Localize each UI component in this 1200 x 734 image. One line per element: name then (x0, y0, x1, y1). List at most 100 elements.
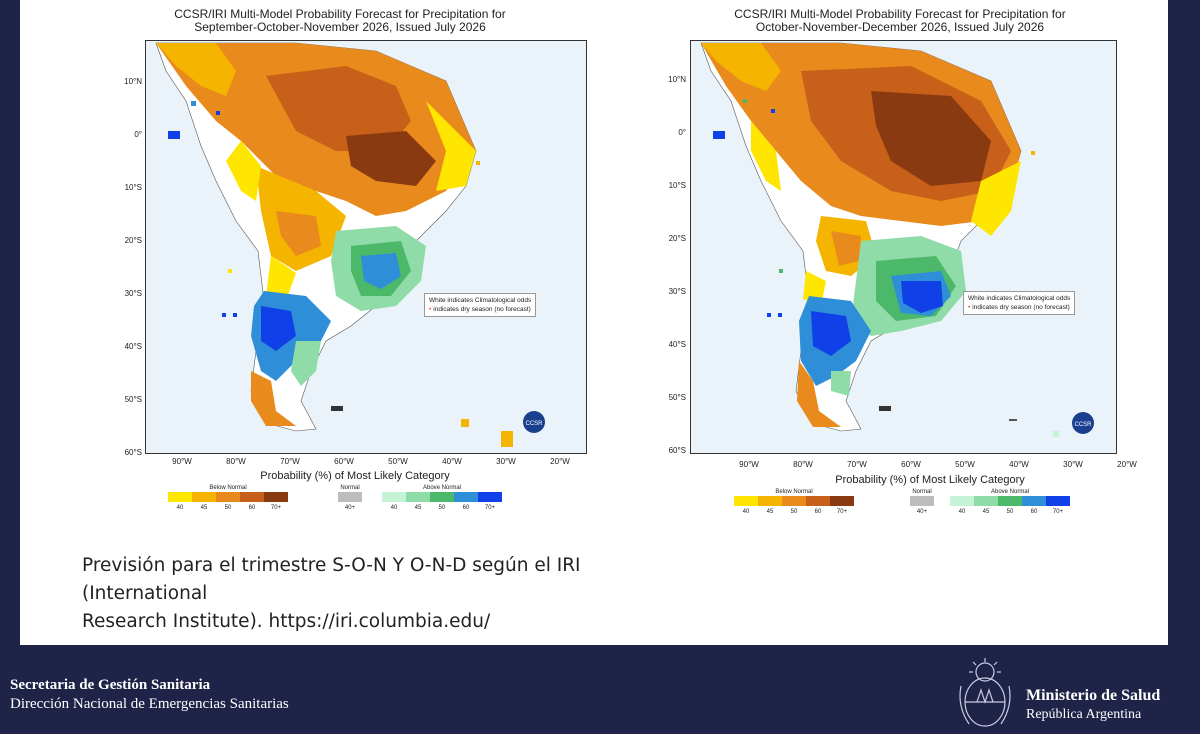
legend-tick: 50 (438, 505, 446, 511)
legend-tick: 60 (814, 509, 822, 515)
lat-label: 10°S (668, 181, 686, 190)
note-line2: indicates dry season (no forecast) (433, 306, 531, 313)
lon-label: 30°W (1063, 460, 1083, 469)
footer-left: Secretaria de Gestión Sanitaria Direcció… (10, 676, 289, 714)
logo-text: CCSR (525, 421, 543, 427)
legend-tick: 40 (958, 509, 966, 515)
legend-tick: 50 (1006, 509, 1014, 515)
forecast-map-ond: CCSR/IRI Multi-Model Probability Forecas… (660, 0, 1200, 530)
map-title: CCSR/IRI Multi-Model Probability Forecas… (670, 8, 1130, 34)
legend-normal: Normal 40+ (338, 485, 362, 511)
coat-of-arms-icon (959, 658, 1011, 727)
lon-label: 50°W (388, 457, 408, 466)
lat-label: 20°S (668, 234, 686, 243)
lat-label: 30°S (124, 289, 142, 298)
legend-swatch (1022, 496, 1046, 506)
map-title-line1: CCSR/IRI Multi-Model Probability Forecas… (734, 7, 1066, 21)
lon-label: 60°W (334, 457, 354, 466)
lat-label: 10°S (124, 183, 142, 192)
lat-label: 10°N (668, 75, 686, 84)
lat-label: 60°S (668, 446, 686, 455)
caption-line1: Previsión para el trimestre S-O-N Y O-N-… (82, 555, 581, 576)
legend-tick: 45 (982, 509, 990, 515)
lat-label: 40°S (124, 342, 142, 351)
lat-label: 50°S (124, 395, 142, 404)
legend-below-label: Below Normal (775, 489, 813, 495)
note-line1: White indicates Climatological odds (429, 297, 532, 304)
legend-swatch (454, 492, 478, 502)
legend-swatch (264, 492, 288, 502)
legend-below-normal: Below Normal 40 45 50 60 70+ (734, 489, 854, 515)
legend-swatch (240, 492, 264, 502)
legend-tick: 70+ (484, 505, 496, 511)
lon-label: 90°W (739, 460, 759, 469)
slide-caption: Previsión para el trimestre S-O-N Y O-N-… (82, 552, 642, 636)
legend-title: Probability (%) of Most Likely Category (260, 470, 450, 482)
legend-above-label: Above Normal (422, 485, 461, 491)
map-area: CCSR White indicates Climatological odds… (690, 40, 1117, 454)
legend-tick: 45 (200, 505, 208, 511)
legend-tick: 40+ (916, 509, 928, 515)
legend-swatch (910, 496, 934, 506)
legend-swatch (734, 496, 758, 506)
legend-note: White indicates Climatological odds • ind… (424, 293, 537, 317)
lon-label: 20°W (550, 457, 570, 466)
lon-label: 90°W (172, 457, 192, 466)
lon-label: 20°W (1117, 460, 1137, 469)
legend-below-normal: Below Normal 40 45 50 60 70+ (168, 485, 288, 511)
legend-tick: 70+ (836, 509, 848, 515)
lat-label: 40°S (668, 340, 686, 349)
footer-direccion: Dirección Nacional de Emergencias Sanita… (10, 696, 289, 712)
lon-label: 70°W (847, 460, 867, 469)
legend-swatch (1046, 496, 1070, 506)
legend-swatch (478, 492, 502, 502)
dry-season-dot-icon: • (429, 306, 432, 313)
legend-tick: 70+ (1052, 509, 1064, 515)
legend-swatch (216, 492, 240, 502)
lat-label: 10°N (124, 77, 142, 86)
lat-label: 20°S (124, 236, 142, 245)
legend-tick: 50 (224, 505, 232, 511)
legend-tick: 40 (742, 509, 750, 515)
ccsr-logo-icon (523, 411, 545, 433)
caption-line3[interactable]: Research Institute). https://iri.columbi… (82, 611, 491, 632)
lon-label: 60°W (901, 460, 921, 469)
legend-normal-label: Normal (340, 485, 360, 491)
legend-above-normal: Above Normal 40 45 50 60 70+ (382, 485, 502, 511)
legend-normal: Normal 40+ (910, 489, 934, 515)
legend-tick: 50 (790, 509, 798, 515)
lon-label: 30°W (496, 457, 516, 466)
legend-tick: 45 (414, 505, 422, 511)
legend-swatch (406, 492, 430, 502)
legend-tick: 45 (766, 509, 774, 515)
map-title-line1: CCSR/IRI Multi-Model Probability Forecas… (174, 7, 506, 21)
lon-label: 70°W (280, 457, 300, 466)
lon-label: 80°W (226, 457, 246, 466)
legend-tick: 60 (248, 505, 256, 511)
legend-swatch (338, 492, 362, 502)
map-title-line2: September-October-November 2026, Issued … (194, 20, 486, 34)
map-title: CCSR/IRI Multi-Model Probability Forecas… (110, 8, 570, 34)
legend-swatch (430, 492, 454, 502)
lon-label: 40°W (1009, 460, 1029, 469)
footer-republica: República Argentina (1026, 707, 1142, 722)
legend-normal-label: Normal (912, 489, 932, 495)
lon-label: 40°W (442, 457, 462, 466)
dry-season-dot-icon: • (968, 304, 971, 311)
legend-tick: 40+ (344, 505, 356, 511)
caption-line2: (International (82, 583, 208, 604)
note-line1: White indicates Climatological odds (968, 295, 1071, 302)
legend-above-label: Above Normal (990, 489, 1029, 495)
footer-ministerio: Ministerio de Salud (1026, 687, 1161, 704)
lon-label: 80°W (793, 460, 813, 469)
lat-label: 0° (134, 130, 142, 139)
legend-tick: 40 (390, 505, 398, 511)
legend-swatch (758, 496, 782, 506)
legend-swatch (998, 496, 1022, 506)
legend-title: Probability (%) of Most Likely Category (835, 474, 1025, 486)
footer-right: Ministerio de Salud República Argentina (1026, 686, 1160, 724)
legend-swatch (950, 496, 974, 506)
legend-swatch (168, 492, 192, 502)
legend-tick: 60 (462, 505, 470, 511)
logo-text: CCSR (1074, 422, 1092, 428)
